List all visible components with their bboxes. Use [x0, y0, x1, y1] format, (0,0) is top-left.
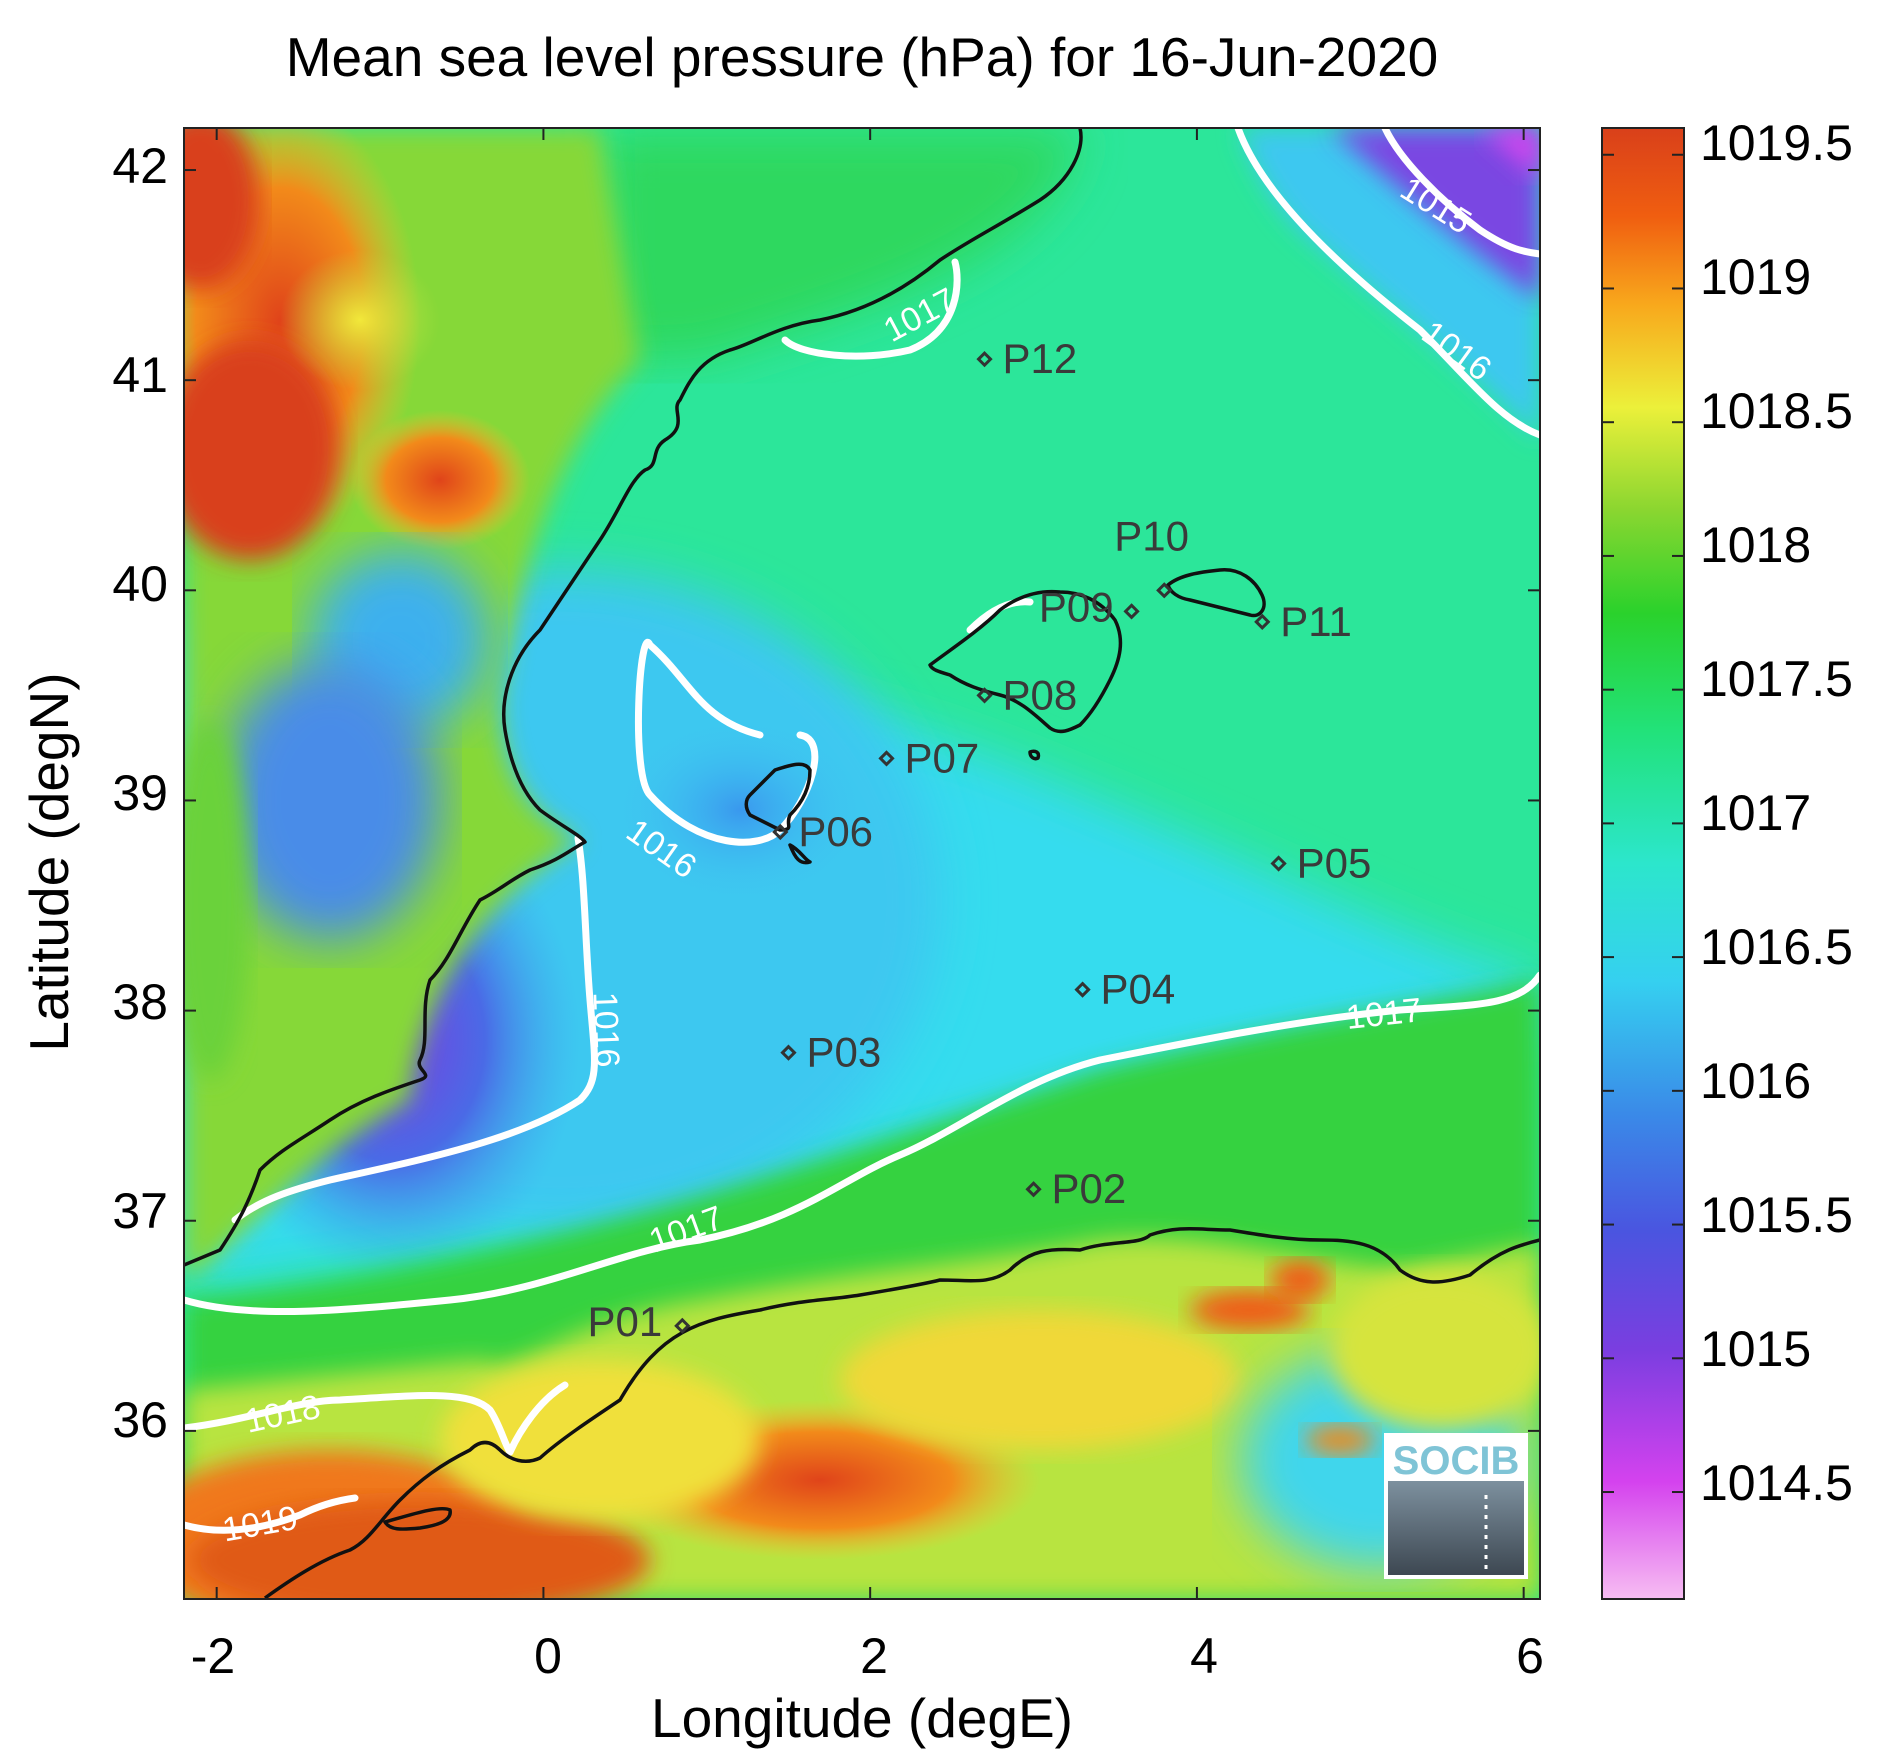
station-marker-p03: [780, 1044, 797, 1061]
station-label-p07: P07: [905, 734, 980, 781]
station-marker-p08: [976, 687, 993, 704]
ibiza-coast: [744, 762, 812, 832]
colorbar-tick-label: 1019.5: [1700, 115, 1853, 171]
station-label-p02: P02: [1052, 1165, 1127, 1212]
station-marker-p06: [772, 823, 789, 841]
isobar-1018-b: [506, 1381, 569, 1456]
isobar-1016-west: [231, 834, 598, 1224]
socib-logo: SOCIB: [1384, 1433, 1528, 1579]
isobar-1019: [184, 1494, 359, 1534]
colorbar-tick-label: 1019: [1700, 249, 1811, 305]
station-label-p05: P05: [1297, 840, 1372, 887]
mallorca-coast: [928, 589, 1123, 734]
coastlines: [184, 128, 1540, 1599]
colorbar-tick-label: 1018: [1700, 517, 1811, 573]
y-tick-label: 39: [112, 765, 168, 821]
colorbar-tick-label: 1015.5: [1700, 1187, 1853, 1243]
x-axis-label: Longitude (degE): [651, 1687, 1073, 1749]
y-tick-label: 37: [112, 1183, 168, 1239]
colorbar-tick-label: 1016: [1700, 1053, 1811, 1109]
formentera-coast: [788, 843, 812, 865]
alboran-island: [383, 1506, 452, 1531]
x-tick-label: -2: [191, 1628, 235, 1684]
station-label-p06: P06: [798, 808, 873, 855]
colorbar-tick-label: 1014.5: [1700, 1455, 1853, 1511]
station-marker-p04: [1074, 981, 1091, 998]
x-tick-label: 2: [860, 1628, 888, 1684]
colorbar-scale: [1601, 127, 1685, 1600]
station-marker-p01: [674, 1317, 691, 1334]
y-tick-label: 41: [112, 347, 168, 403]
isobar-1015: [1381, 128, 1540, 258]
y-tick-marks: [184, 169, 1540, 1432]
isobar-1016-ne: [1234, 128, 1540, 439]
y-tick-label: 40: [112, 556, 168, 612]
colorbar: 1019.5 1019 1018.5 1018 1017.5 1017 1016…: [1601, 115, 1853, 1600]
station-label-p04: P04: [1101, 966, 1176, 1013]
iberia-coastline: [184, 128, 1083, 1267]
contour-label-1016-west: 1016: [586, 991, 627, 1068]
station-label-p01: P01: [588, 1298, 663, 1345]
menorca-coast: [1166, 568, 1266, 618]
y-tick-label: 36: [112, 1392, 168, 1448]
map-frame: [183, 127, 1541, 1600]
station-marker-p09: [1123, 603, 1140, 620]
station-marker-p07: [878, 750, 895, 767]
x-tick-label: 0: [534, 1628, 562, 1684]
cabrera-coast: [1028, 749, 1041, 761]
colorbar-tick-marks: [1602, 153, 1684, 1494]
x-tick-label: 6: [1516, 1628, 1544, 1684]
y-axis-label: Latitude (degN): [18, 672, 80, 1051]
isobar-1017-north: [781, 258, 961, 360]
y-tick-label: 38: [112, 974, 168, 1030]
colorbar-tick-label: 1016.5: [1700, 919, 1853, 975]
x-tick-marks: [215, 128, 1525, 1599]
station-label-p11: P11: [1280, 598, 1352, 645]
isobar-contours: [184, 128, 1540, 1534]
station-marker-p10: [1156, 582, 1173, 599]
pressure-field: [184, 128, 1540, 1599]
station-label-p09: P09: [1039, 583, 1114, 630]
chart-title: Mean sea level pressure (hPa) for 16-Jun…: [286, 26, 1439, 88]
x-tick-label: 4: [1190, 1628, 1218, 1684]
isobar-1018: [184, 1392, 514, 1456]
station-marker-p11: [1254, 613, 1271, 630]
station-label-p08: P08: [1003, 671, 1078, 718]
colorbar-tick-label: 1018.5: [1700, 383, 1853, 439]
station-marker-p12: [976, 351, 993, 368]
colorbar-tick-label: 1015: [1700, 1321, 1811, 1377]
station-marker-p05: [1270, 855, 1287, 872]
colorbar-tick-label: 1017: [1700, 785, 1811, 841]
ceuta-area-coast: [263, 1227, 1540, 1599]
socib-logo-text: SOCIB: [1393, 1439, 1520, 1483]
station-label-p12: P12: [1003, 335, 1078, 382]
colorbar-tick-label: 1017.5: [1700, 651, 1853, 707]
isobar-1017-south: [184, 971, 1540, 1316]
station-label-p10: P10: [1114, 512, 1189, 559]
y-tick-label: 42: [112, 138, 168, 194]
station-marker-p02: [1025, 1181, 1042, 1198]
contour-label-1017-east: 1017: [1344, 991, 1423, 1037]
station-label-p03: P03: [806, 1029, 881, 1076]
